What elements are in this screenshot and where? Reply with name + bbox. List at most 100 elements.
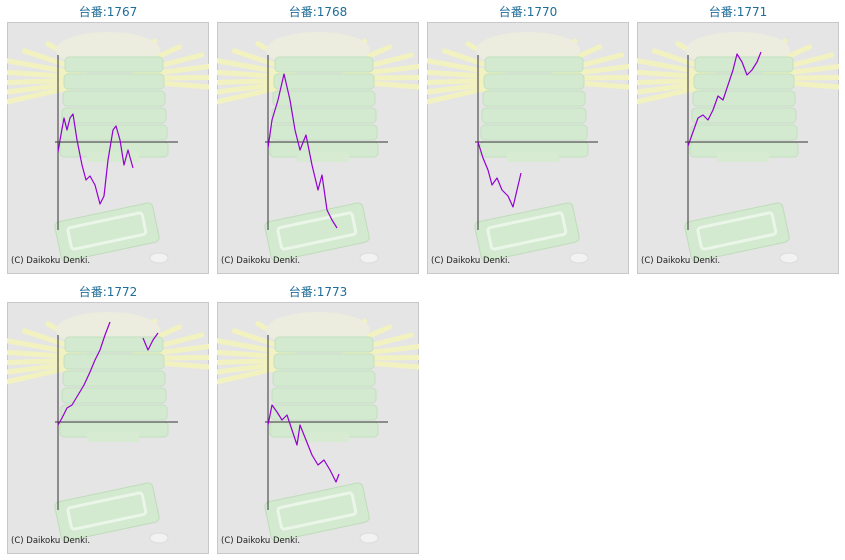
coin: [359, 252, 379, 264]
tray: [272, 90, 376, 107]
coin: [149, 532, 169, 544]
ray: [137, 344, 209, 358]
ray: [7, 357, 73, 366]
data-line: [267, 73, 338, 229]
data-line: [267, 404, 340, 483]
ray: [767, 64, 839, 78]
tray: [63, 73, 165, 90]
plot: [217, 312, 419, 544]
box-inner: [276, 211, 358, 251]
chart-panel: (C) Daikoku Denki.: [7, 22, 209, 274]
tray: [64, 336, 164, 353]
tray: [483, 73, 585, 90]
copyright: (C) Daikoku Denki.: [641, 256, 720, 266]
chart-title: 台番:1768: [289, 4, 348, 19]
ray: [7, 85, 71, 105]
ray: [637, 58, 711, 77]
ray: [217, 349, 287, 360]
box-inner: [486, 211, 568, 251]
ray: [347, 344, 419, 358]
plot: [427, 32, 629, 264]
ray: [427, 77, 493, 86]
ray: [7, 81, 71, 95]
tray: [694, 56, 794, 73]
ray: [637, 85, 701, 105]
chart-panel: (C) Daikoku Denki.: [217, 22, 419, 274]
chart-panel: (C) Daikoku Denki.: [217, 302, 419, 554]
ray: [7, 361, 71, 375]
tray: [480, 124, 588, 141]
copyright: (C) Daikoku Denki.: [11, 256, 90, 266]
tray: [64, 56, 164, 73]
coin: [569, 252, 589, 264]
plot: [7, 312, 209, 544]
ray: [7, 69, 77, 80]
coin: [359, 532, 379, 544]
ray: [7, 338, 81, 357]
ray: [637, 69, 707, 80]
plot: [7, 32, 209, 264]
ray: [217, 357, 283, 366]
tray: [271, 387, 377, 404]
copyright: (C) Daikoku Denki.: [221, 256, 300, 266]
tray: [61, 107, 167, 124]
ray: [217, 81, 281, 95]
chart-panel: (C) Daikoku Denki.: [637, 22, 839, 274]
tray: [691, 107, 797, 124]
tray: [62, 90, 166, 107]
ray: [217, 77, 283, 86]
data-line: [477, 141, 522, 208]
ray: [427, 58, 501, 77]
backdrop: [7, 32, 209, 264]
tray: [274, 56, 374, 73]
chart-panel: (C) Daikoku Denki.: [427, 22, 629, 274]
chart-title: 台番:1773: [289, 284, 348, 299]
tray: [272, 370, 376, 387]
backdrop: [7, 312, 209, 544]
box-inner: [66, 211, 148, 251]
chart-title: 台番:1772: [79, 284, 138, 299]
tray: [271, 107, 377, 124]
ray: [217, 361, 281, 375]
tray: [692, 90, 796, 107]
data-line: [57, 113, 134, 205]
ray: [557, 64, 629, 78]
tray: [273, 353, 375, 370]
ray: [217, 58, 291, 77]
ray: [637, 77, 703, 86]
tray: [62, 370, 166, 387]
tray: [63, 353, 165, 370]
ray: [137, 64, 209, 78]
ray: [427, 69, 497, 80]
copyright: (C) Daikoku Denki.: [431, 256, 510, 266]
tray-stand: [297, 152, 349, 162]
ray: [347, 64, 419, 78]
ray: [217, 338, 291, 357]
tray-stand: [87, 432, 139, 442]
tray: [270, 124, 378, 141]
tray: [482, 90, 586, 107]
chart-panel: (C) Daikoku Denki.: [7, 302, 209, 554]
ray: [7, 349, 77, 360]
tray-stand: [507, 152, 559, 162]
tray: [274, 336, 374, 353]
tray: [690, 124, 798, 141]
data-line: [687, 51, 762, 147]
tray: [60, 404, 168, 421]
backdrop: [637, 32, 839, 264]
ray: [217, 365, 281, 385]
ray: [427, 81, 491, 95]
box-inner: [696, 211, 778, 251]
chart-title: 台番:1770: [499, 4, 558, 19]
tray: [273, 73, 375, 90]
chart-title: 台番:1767: [79, 4, 138, 19]
tray: [61, 387, 167, 404]
backdrop: [217, 32, 419, 264]
tray-stand: [717, 152, 769, 162]
copyright: (C) Daikoku Denki.: [221, 536, 300, 546]
plot: [217, 32, 419, 264]
tray-stand: [87, 152, 139, 162]
copyright: (C) Daikoku Denki.: [11, 536, 90, 546]
